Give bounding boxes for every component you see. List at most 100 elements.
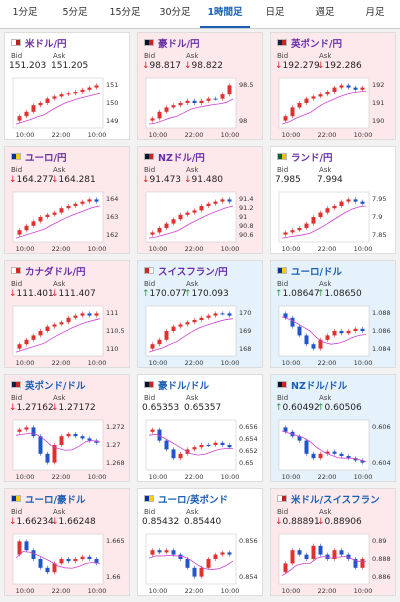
pair-name[interactable]: NZドル/円 [158, 153, 205, 164]
rate-card[interactable]: ランド/円 Bid Ask 7.985 7.994 7.95 7.9 7.85 10:00 22:… [270, 146, 396, 254]
y-tick-label: 1.27 [106, 441, 120, 449]
candle-body [206, 315, 211, 318]
x-tick-label: 10:00 [282, 245, 301, 253]
pair-name[interactable]: 米ドル/スイスフラン [291, 495, 380, 506]
tab[interactable]: 1時間足 [200, 0, 250, 28]
candle-body [38, 217, 43, 222]
candle-body [346, 85, 351, 88]
bid-label: Bid [11, 166, 23, 174]
candle-body [66, 93, 71, 95]
pair-name[interactable]: ユーロ/英ポンド [158, 495, 228, 506]
rate-card[interactable]: NZドル/円 Bid Ask ↓91.473 ↓91.480 91.4 91.2 91 90.8… [137, 146, 263, 254]
pair-name[interactable]: NZドル/ドル [291, 381, 348, 392]
x-tick-label: 10:00 [16, 587, 35, 595]
candle-body [304, 335, 309, 345]
tab[interactable]: 日足 [265, 7, 285, 18]
flag [11, 495, 21, 502]
candle-body [94, 559, 99, 564]
pair-name[interactable]: ユーロ/ドル [291, 267, 342, 278]
candle-body [311, 96, 316, 99]
candle-body [178, 554, 183, 559]
candle-body [360, 460, 365, 463]
rate-card[interactable]: NZドル/ドル Bid Ask ↑0.60492 ↑0.60506 0.606 0.604 1… [270, 374, 396, 482]
moving-average [15, 92, 101, 125]
candle-body [325, 92, 330, 95]
rate-card[interactable]: 英ポンド/円 Bid Ask ↓192.279 ↓192.286 192 191 190 10:… [270, 32, 396, 140]
rate-card[interactable]: ユーロ/英ポンド Bid Ask 0.85432 0.85440 0.856 0.854 10… [137, 488, 263, 596]
y-tick-label: 0.604 [372, 459, 391, 467]
bid-label: Bid [144, 166, 156, 174]
rate-card[interactable]: ユーロ/ドル Bid Ask ↑1.08647 ↑1.08650 1.088 1.086 1.… [270, 260, 396, 368]
candle-body [283, 116, 288, 121]
flag [277, 39, 287, 46]
candle-body [157, 550, 162, 553]
flag [11, 381, 21, 388]
candle-body [17, 429, 22, 432]
rate-card[interactable]: 米ドル/円 Bid Ask 151.203 151.205 151 150 149 10:00 2… [4, 32, 130, 140]
candle-body [346, 199, 351, 202]
y-tick-label: 0.856 [239, 537, 258, 545]
x-tick-label: 10:00 [354, 473, 373, 481]
rate-card[interactable]: カナダドル/円 Bid Ask ↓111.401 ↓111.407 111 110.5 110… [4, 260, 130, 368]
candle-body [52, 563, 57, 573]
y-tick-label: 0.654 [239, 435, 258, 443]
pair-name[interactable]: カナダドル/円 [25, 267, 86, 278]
rate-card[interactable]: 英ポンド/ドル Bid Ask ↓1.27162 ↓1.27172 1.272 1.27 1.… [4, 374, 130, 482]
bid-label: Bid [11, 394, 23, 402]
pair-name[interactable]: 英ポンド/ドル [25, 381, 86, 392]
y-tick-label: 164 [106, 195, 118, 203]
candle-body [73, 315, 78, 318]
ask-price: ↓1.27172 [51, 403, 96, 413]
candle-body [52, 212, 57, 215]
candle-body [17, 230, 22, 235]
candle-body [38, 331, 43, 336]
pair-name[interactable]: 英ポンド/円 [291, 39, 342, 50]
pair-name[interactable]: スイスフラン/円 [158, 267, 228, 278]
candle-body [283, 313, 288, 318]
y-tick-label: 91.2 [239, 204, 253, 212]
candle-body [178, 324, 183, 327]
tab[interactable]: 5分足 [62, 7, 88, 18]
tab[interactable]: 15分足 [109, 7, 141, 18]
moving-average [148, 433, 233, 456]
flag [277, 381, 287, 388]
candle-body [206, 203, 211, 206]
pair-name[interactable]: 豪ドル/ドル [158, 381, 209, 392]
y-tick-label: 191 [372, 99, 384, 107]
tab[interactable]: 30分足 [159, 7, 191, 18]
candle-body [360, 559, 365, 568]
ask-label: Ask [186, 280, 199, 288]
pair-name[interactable]: ユーロ/円 [25, 153, 67, 164]
y-tick-label: 91.4 [239, 195, 253, 203]
candle-body [297, 550, 302, 555]
flag [144, 153, 154, 160]
tab[interactable]: 1分足 [12, 7, 38, 18]
ask-label: Ask [53, 52, 66, 60]
bid-label: Bid [277, 166, 289, 174]
mini-chart: 111 110.5 110 10:00 22:00 10:00 [12, 305, 125, 367]
chart-area [278, 419, 370, 471]
pair-name[interactable]: 米ドル/円 [25, 39, 67, 50]
x-tick-label: 22:00 [52, 359, 71, 367]
y-tick-label: 1.084 [372, 345, 391, 353]
rate-card[interactable]: スイスフラン/円 Bid Ask ↑170.077 ↑170.093 170 169 168 1… [137, 260, 263, 368]
mini-chart: 98.5 98 10:00 22:00 10:00 [145, 77, 253, 139]
candle-body [52, 96, 57, 99]
rate-card[interactable]: 豪ドル/円 Bid Ask ↓98.817 ↓98.822 98.5 98 10:00 22:0… [137, 32, 263, 140]
tab[interactable]: 週足 [315, 7, 335, 18]
rate-card[interactable]: ユーロ/豪ドル Bid Ask ↓1.66234 ↓1.66248 1.665 1.66 10… [4, 488, 130, 596]
rate-card[interactable]: 豪ドル/ドル Bid Ask 0.65353 0.65357 0.656 0.654 0.65… [137, 374, 263, 482]
candle-body [80, 201, 85, 204]
candle-body [150, 118, 155, 121]
pair-name[interactable]: ユーロ/豪ドル [25, 495, 86, 506]
tab[interactable]: 月足 [365, 7, 385, 18]
y-tick-label: 0.89 [372, 537, 386, 545]
pair-name[interactable]: 豪ドル/円 [158, 39, 200, 50]
ask-price: ↑170.093 [184, 289, 229, 299]
ask-price: ↑1.08650 [317, 289, 362, 299]
rate-card[interactable]: 米ドル/スイスフラン Bid Ask ↓0.88891 ↓0.88906 0.89 0.88… [270, 488, 396, 596]
pair-name[interactable]: ランド/円 [291, 153, 333, 164]
candle-body [87, 87, 92, 90]
rate-card[interactable]: ユーロ/円 Bid Ask ↓164.277 ↓164.281 164 163 162 10:0… [4, 146, 130, 254]
candle-body [24, 541, 29, 551]
